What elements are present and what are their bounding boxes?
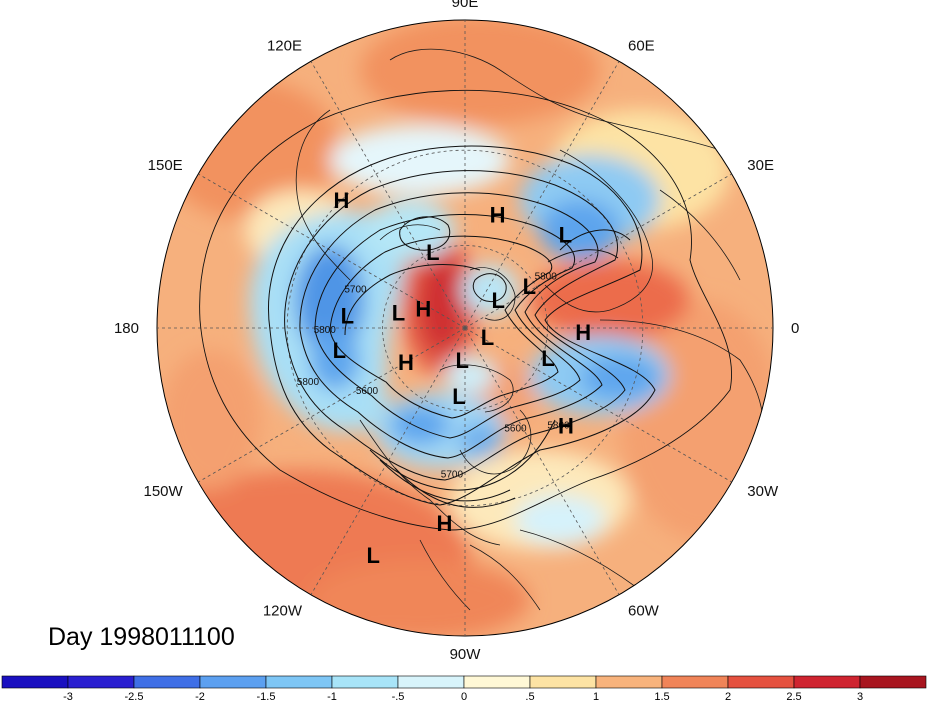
longitude-labels: 90E 60E 30E 0 30W 60W 90W 120W 150W 180 150E 120E <box>114 0 799 663</box>
low-pressure-marker: L <box>452 384 465 409</box>
contour-label: 5600 <box>504 424 527 435</box>
longitude-label: 60E <box>628 38 655 55</box>
low-pressure-marker: L <box>341 304 354 329</box>
colorbar-swatch <box>463 675 531 689</box>
colorbar-tick-label: 3 <box>857 691 863 702</box>
longitude-label: 60W <box>628 602 660 619</box>
high-pressure-marker: H <box>558 414 574 439</box>
colorbar-tick-label: -2.5 <box>125 691 144 702</box>
contour-label: 5700 <box>441 470 464 481</box>
colorbar-swatch <box>265 675 333 689</box>
latitude-circle <box>382 245 548 411</box>
colorbar-tick-label: 1 <box>593 691 599 702</box>
longitude-label: 30E <box>747 157 774 174</box>
colorbar-tick-label: .5 <box>525 691 534 702</box>
coastlines <box>295 48 765 611</box>
contour-label: 5800 <box>535 272 558 283</box>
map-title: Day 1998011100 <box>48 623 235 651</box>
colorbar-tick-label: 1.5 <box>654 691 669 702</box>
high-pressure-marker: H <box>490 202 506 227</box>
contour-label: 5800 <box>297 377 320 388</box>
colorbar-tick-label: 2 <box>725 691 731 702</box>
contour-label: 5700 <box>344 284 367 295</box>
longitude-label: 90W <box>450 646 482 663</box>
low-pressure-marker: L <box>559 223 572 248</box>
longitude-label: 150W <box>144 483 184 500</box>
latitude-circle <box>286 149 644 507</box>
height-contours <box>199 89 732 531</box>
low-pressure-marker: L <box>333 338 346 363</box>
longitude-label: 90E <box>452 0 479 11</box>
colorbar-swatch <box>1 675 69 689</box>
longitude-label: 120W <box>263 602 303 619</box>
low-pressure-marker: L <box>541 346 554 371</box>
colorbar-tick-label: 2.5 <box>786 691 801 702</box>
high-pressure-marker: H <box>415 297 431 322</box>
colorbar-swatch <box>859 675 927 689</box>
longitude-label: 180 <box>114 320 139 337</box>
longitude-label: 30W <box>747 483 779 500</box>
low-pressure-marker: L <box>481 325 494 350</box>
longitude-label: 0 <box>791 320 799 337</box>
colorbar-swatch <box>67 675 135 689</box>
contour-label: 5800 <box>314 325 337 336</box>
contour-labels: 5700 5800 5800 5600 5700 5600 5800 5800 <box>297 272 570 481</box>
colorbar-tick-label: -1 <box>327 691 337 702</box>
colorbar-swatch <box>397 675 465 689</box>
low-pressure-marker: L <box>491 288 504 313</box>
colorbar-swatch <box>661 675 729 689</box>
colorbar-swatch <box>595 675 663 689</box>
contour-label: 5800 <box>547 420 570 431</box>
low-pressure-marker: L <box>455 348 468 373</box>
colorbar-swatch <box>133 675 201 689</box>
colorbar-tick-label: -3 <box>63 691 73 702</box>
colorbar-swatch <box>793 675 861 689</box>
high-pressure-marker: H <box>398 350 414 375</box>
colorbar-swatch <box>199 675 267 689</box>
colorbar-tick-label: -1.5 <box>257 691 276 702</box>
high-pressure-marker: H <box>575 320 591 345</box>
longitude-label: 120E <box>267 38 302 55</box>
low-pressure-marker: L <box>426 240 439 265</box>
high-pressure-marker: H <box>334 188 350 213</box>
low-pressure-marker: L <box>392 301 405 326</box>
colorbar-tick-label: 0 <box>461 691 467 702</box>
colorbar-tick-label: -2 <box>195 691 205 702</box>
colorbar-swatch <box>529 675 597 689</box>
graticule <box>157 20 773 636</box>
high-pressure-marker: H <box>437 511 453 536</box>
colorbar-swatch <box>331 675 399 689</box>
colorbar-tick-label: -.5 <box>392 691 405 702</box>
longitude-label: 150E <box>148 157 183 174</box>
low-pressure-marker: L <box>366 543 379 568</box>
colorbar: -3 -2.5 -2 -1.5 -1 -.5 0 .5 1 1.5 2 2.5 3 <box>1 675 927 702</box>
contour-label: 5600 <box>356 386 379 397</box>
low-pressure-marker: L <box>523 274 536 299</box>
colorbar-swatch <box>727 675 795 689</box>
